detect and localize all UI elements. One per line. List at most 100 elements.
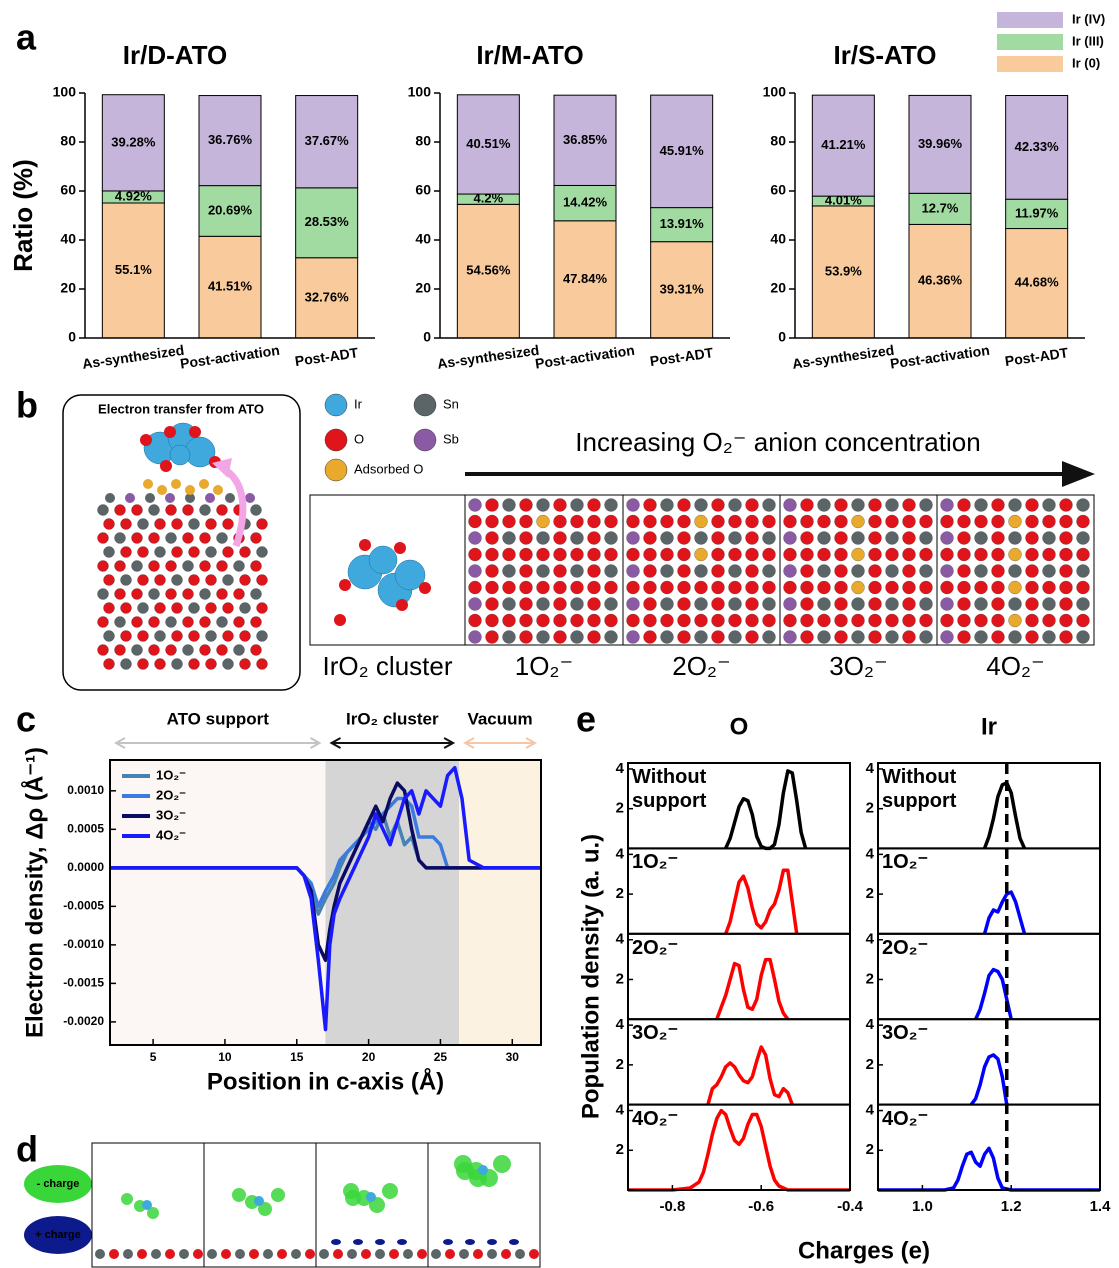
- atom: [240, 659, 251, 670]
- atom: [605, 581, 618, 594]
- row-label: 2O₂⁻: [882, 936, 982, 960]
- row-label-box: 3O₂⁻: [632, 1021, 732, 1077]
- atom: [746, 565, 759, 578]
- atom: [155, 603, 166, 614]
- atom: [1043, 548, 1056, 561]
- atom: [200, 645, 211, 656]
- atom: [801, 548, 814, 561]
- atom: [801, 532, 814, 545]
- atom: [104, 603, 115, 614]
- atom: [234, 561, 245, 572]
- atom: [183, 617, 194, 628]
- atom: [958, 614, 971, 627]
- atom: [486, 565, 499, 578]
- value-label: 36.85%: [563, 132, 608, 147]
- atom: [852, 631, 865, 644]
- atom: [941, 631, 954, 644]
- region-label: ATO support: [167, 709, 270, 728]
- atom: [98, 645, 109, 656]
- y-tick-label: 4: [616, 1102, 625, 1119]
- atom: [695, 631, 708, 644]
- inset-title: Electron transfer from ATO: [98, 401, 264, 416]
- row-label-box: Without support: [882, 765, 982, 821]
- legend-swatch: [997, 12, 1063, 28]
- legend-atom: [414, 394, 436, 416]
- atom: [571, 532, 584, 545]
- atom: [251, 533, 262, 544]
- atom: [818, 631, 831, 644]
- y-axis-label: Population density (a. u.): [577, 834, 604, 1119]
- row-label-box: 2O₂⁻: [882, 936, 982, 992]
- iso-core: [254, 1196, 264, 1206]
- atom: [520, 499, 533, 512]
- atom: [571, 565, 584, 578]
- atom: [473, 1249, 483, 1259]
- atom: [1026, 631, 1039, 644]
- atom: [975, 515, 988, 528]
- atom: [138, 631, 149, 642]
- atom: [240, 547, 251, 558]
- atom: [503, 499, 516, 512]
- atom: [469, 598, 482, 611]
- atom: [200, 533, 211, 544]
- atom: [132, 589, 143, 600]
- atom: [992, 548, 1005, 561]
- value-label: 37.67%: [305, 133, 350, 148]
- atom: [886, 565, 899, 578]
- atom: [160, 460, 172, 472]
- atom: [746, 548, 759, 561]
- atom: [132, 533, 143, 544]
- atom: [695, 614, 708, 627]
- atom: [886, 532, 899, 545]
- atom: [170, 445, 190, 465]
- atom: [137, 1249, 147, 1259]
- atom: [571, 548, 584, 561]
- atom: [1026, 548, 1039, 561]
- atom: [644, 614, 657, 627]
- atom: [537, 515, 550, 528]
- atom: [189, 631, 200, 642]
- atom: [1026, 598, 1039, 611]
- atom: [417, 1249, 427, 1259]
- atom: [661, 565, 674, 578]
- row-label: Without support: [632, 765, 732, 813]
- atom: [206, 547, 217, 558]
- atom: [217, 617, 228, 628]
- y-tick-label: 60: [770, 182, 786, 198]
- structure-label: IrO₂ cluster: [323, 651, 453, 681]
- atom: [431, 1249, 441, 1259]
- atom: [1026, 581, 1039, 594]
- iso-blob: [121, 1193, 133, 1205]
- atom: [123, 1249, 133, 1259]
- atom: [223, 519, 234, 530]
- atom: [1009, 548, 1022, 561]
- atom: [801, 499, 814, 512]
- atom: [469, 631, 482, 644]
- atom: [520, 565, 533, 578]
- chart-title: Ir/D-ATO: [123, 40, 227, 70]
- atom: [251, 645, 262, 656]
- atom: [193, 1249, 203, 1259]
- panel-label: e: [576, 699, 596, 740]
- atom: [1060, 598, 1073, 611]
- atom: [1009, 614, 1022, 627]
- legend-atom: [414, 429, 436, 451]
- row-label-box: 1O₂⁻: [882, 850, 982, 906]
- atom: [992, 532, 1005, 545]
- y-tick-label: 20: [415, 280, 431, 296]
- atom: [251, 589, 262, 600]
- row-label: 3O₂⁻: [632, 1021, 732, 1045]
- atom: [183, 589, 194, 600]
- row-label: Without support: [882, 765, 982, 813]
- structure-label: 2O₂⁻: [672, 651, 731, 681]
- atom: [886, 598, 899, 611]
- atom: [920, 598, 933, 611]
- legend-label: Sn: [443, 396, 459, 411]
- panel-label: c: [16, 699, 36, 740]
- atom: [1026, 565, 1039, 578]
- atom: [554, 565, 567, 578]
- atom: [852, 499, 865, 512]
- page: abcdeIr/D-ATORatio (%)02040608010055.1%4…: [0, 0, 1119, 1268]
- atom: [375, 1249, 385, 1259]
- atom: [257, 603, 268, 614]
